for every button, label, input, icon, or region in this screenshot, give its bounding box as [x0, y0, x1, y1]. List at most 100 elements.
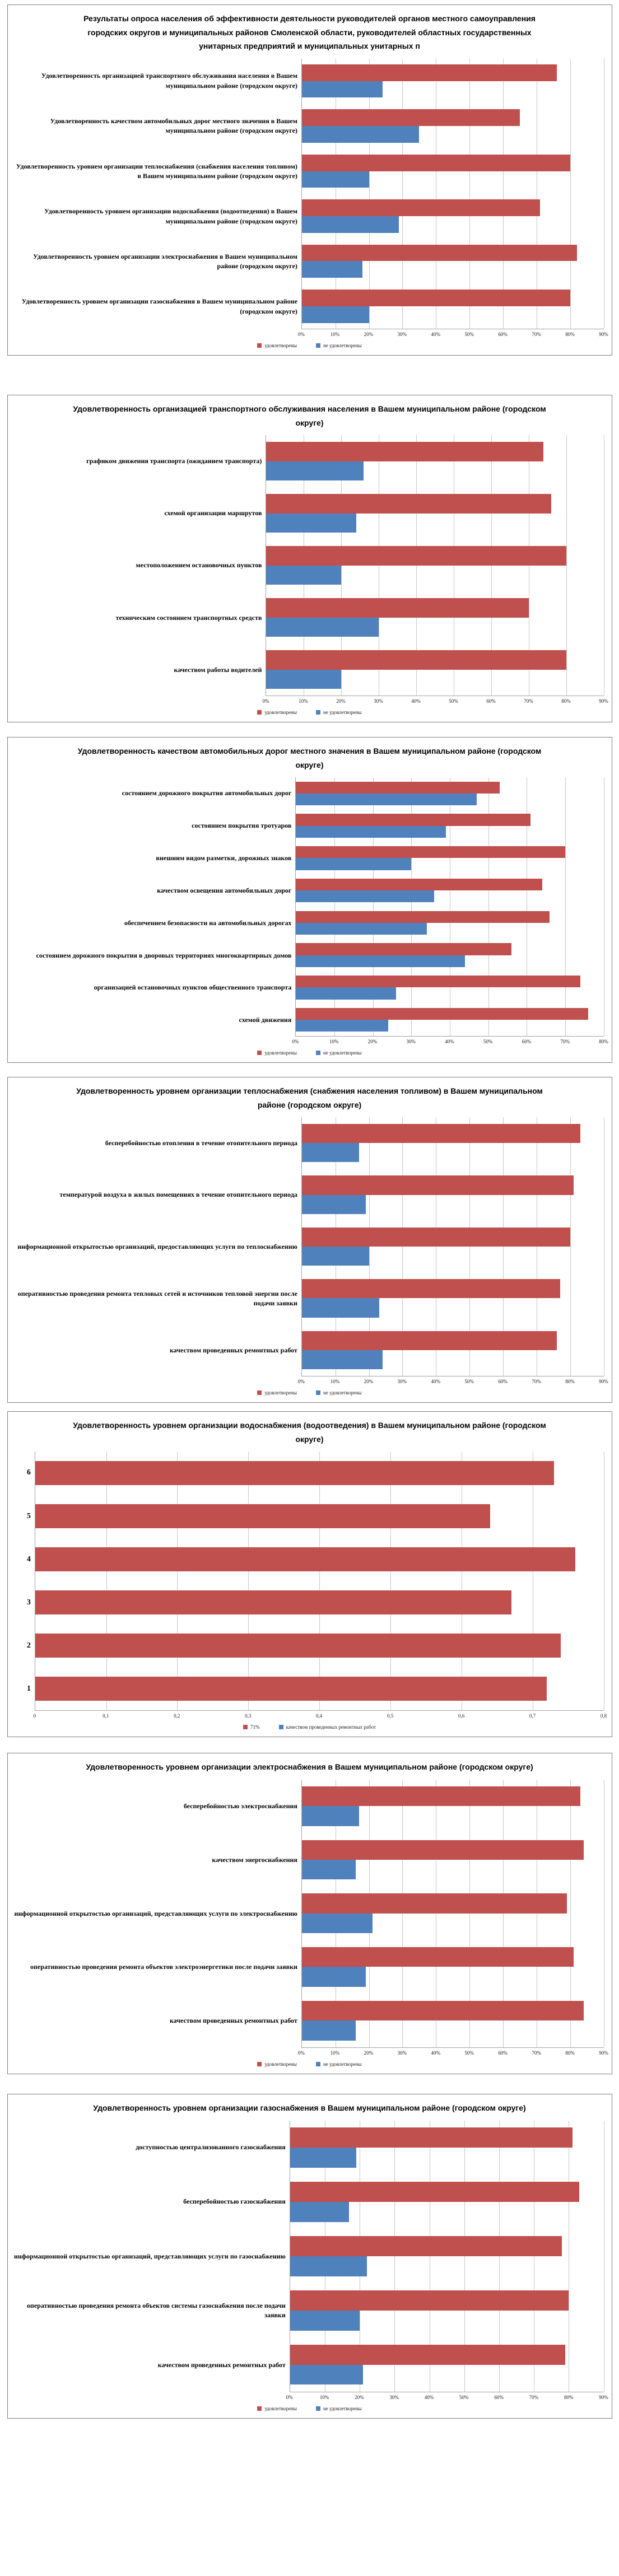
- legend-swatch-not-satisfied: [315, 710, 320, 715]
- legend-item: удовлетворены: [257, 1050, 297, 1056]
- gridline: [570, 58, 571, 329]
- bar-satisfied: [266, 494, 551, 514]
- x-axis-row: 0% 10% 20% 30% 40% 50% 60% 70% 80% 90%: [8, 2392, 612, 2404]
- legend-swatch-not-satisfied: [315, 343, 320, 348]
- axis-tick-label: 80%: [599, 1039, 608, 1044]
- x-axis: 0% 10% 20% 30% 40% 50% 60% 70% 80% 90%: [262, 696, 608, 707]
- axis-tick-label: 90%: [599, 2050, 608, 2056]
- bar-satisfied: [290, 2290, 569, 2311]
- category-label: качеством проведенных ремонтных работ: [169, 2017, 297, 2025]
- plot-region: [301, 1779, 604, 2048]
- gridline: [373, 777, 374, 1036]
- gridline: [566, 435, 567, 696]
- bar-satisfied: [290, 2236, 562, 2256]
- x-axis: 0 0,1 0,2 0,3 0,4 0,5 0,6 0,7 0,8: [34, 1711, 607, 1722]
- bar-satisfied: [301, 1840, 584, 1860]
- bar-satisfied: [301, 154, 570, 171]
- category-label: бесперебойностью газоснабжения: [183, 2197, 286, 2206]
- bar-not-satisfied: [301, 1860, 356, 1880]
- x-axis-row: 0% 10% 20% 30% 40% 50% 60% 70% 80%: [8, 1037, 612, 1048]
- axis-tick-label: 40%: [411, 698, 421, 704]
- x-axis-spacer: [11, 1711, 35, 1722]
- category-label: бесперебойностью электроснабжения: [183, 1802, 297, 1810]
- x-axis-spacer: [11, 329, 301, 340]
- bar-not-satisfied: [301, 1194, 366, 1214]
- bar-satisfied: [301, 1279, 560, 1299]
- bar-row: [296, 777, 603, 810]
- legend-label: качеством проведенных ремонтных работ: [286, 1724, 376, 1730]
- category-label: оперативностью проведения ремонта объект…: [30, 1963, 297, 1971]
- legend-label: удовлетворены: [264, 1390, 297, 1396]
- bar-satisfied: [301, 1947, 574, 1967]
- axis-tick-label: 20%: [336, 698, 346, 704]
- bar-satisfied: [296, 943, 511, 955]
- category-labels: доступностью централизованного газоснабж…: [11, 2121, 290, 2393]
- axis-tick-label: 0%: [286, 2395, 293, 2400]
- bar-satisfied: [35, 1676, 547, 1701]
- bar-row: [301, 1324, 604, 1376]
- category-labels: графиком движения транспорта (ожиданием …: [11, 435, 266, 696]
- legend-item: качеством проведенных ремонтных работ: [278, 1724, 376, 1730]
- axis-tick-label: 10%: [319, 2395, 329, 2400]
- chart-title-electricity: Удовлетворенность уровнем организации эл…: [86, 1762, 533, 1771]
- axis-tick-label: 70%: [532, 1379, 541, 1384]
- bar-satisfied: [35, 1590, 511, 1615]
- x-axis-spacer: [11, 1376, 301, 1388]
- chart-title-roads: Удовлетворенность качеством автомобильны…: [77, 746, 542, 769]
- gridline: [334, 777, 335, 1036]
- x-axis: 0% 10% 20% 30% 40% 50% 60% 70% 80% 90%: [298, 2048, 608, 2059]
- gridlines: [35, 1452, 604, 1710]
- bar-not-satisfied: [296, 955, 466, 967]
- category-label: местоположением остановочных пунктов: [136, 561, 262, 570]
- legend-item: не удовлетворены: [315, 1050, 362, 1056]
- bar-satisfied: [296, 781, 500, 794]
- legend-swatch-satisfied: [257, 1051, 262, 1055]
- axis-tick-label: 50%: [459, 2395, 469, 2400]
- gridline: [411, 777, 412, 1036]
- chart-title-gas: Удовлетворенность уровнем организации га…: [93, 2103, 526, 2112]
- bar-row: [301, 1169, 604, 1220]
- axis-tick-label: 70%: [529, 2395, 539, 2400]
- axis-tick-label: 80%: [564, 2395, 574, 2400]
- bar-satisfied: [290, 2182, 579, 2202]
- gridline: [469, 1779, 471, 2047]
- bar-rows: [301, 59, 604, 329]
- bar-satisfied: [266, 442, 544, 461]
- plot-region: [301, 1117, 604, 1376]
- axis-tick-label: 20%: [364, 1379, 374, 1384]
- axis-tick-label: 0%: [262, 698, 269, 704]
- category-label: 1: [26, 1684, 31, 1693]
- bar-not-satisfied: [301, 81, 383, 98]
- bar-satisfied: [301, 109, 520, 127]
- bar-satisfied: [266, 546, 566, 566]
- gridline: [106, 1452, 107, 1710]
- bar-rows: [301, 1117, 604, 1376]
- legend: удовлетворены не удовлетворены: [8, 2404, 612, 2418]
- category-label: температурой воздуха в жилых помещениях …: [59, 1191, 297, 1199]
- bar-row: [301, 194, 604, 239]
- category-label: схемой движения: [239, 1016, 292, 1024]
- bar-row: [290, 2283, 604, 2337]
- bar-rows: [266, 435, 603, 696]
- axis-tick-label: 70%: [532, 2050, 541, 2056]
- category-labels: бесперебойностью отопления в течение ото…: [11, 1117, 301, 1376]
- bar-row: [35, 1581, 604, 1624]
- gridline: [502, 58, 504, 329]
- axis-tick-label: 10%: [330, 332, 340, 337]
- plot-region: [34, 1452, 604, 1711]
- bar-not-satisfied: [266, 669, 342, 689]
- category-label: Удовлетворенность уровнем организации во…: [44, 207, 297, 225]
- gridline: [369, 58, 370, 329]
- axis-tick-label: 60%: [498, 332, 508, 337]
- axis-tick-label: 60%: [486, 698, 496, 704]
- category-labels: бесперебойностью электроснабжения качеств…: [11, 1780, 301, 2048]
- bar-row: [301, 1994, 604, 2047]
- bar-row: [296, 939, 603, 972]
- legend-item: удовлетворены: [257, 2406, 297, 2411]
- axis-tick-label: 60%: [498, 1379, 508, 1384]
- axis-tick-label: 20%: [364, 332, 374, 337]
- bar-satisfied: [301, 64, 557, 81]
- plot-region: [301, 58, 604, 329]
- category-label: 3: [26, 1598, 31, 1607]
- category-label: внешним видом разметки, дорожных знаков: [156, 853, 292, 862]
